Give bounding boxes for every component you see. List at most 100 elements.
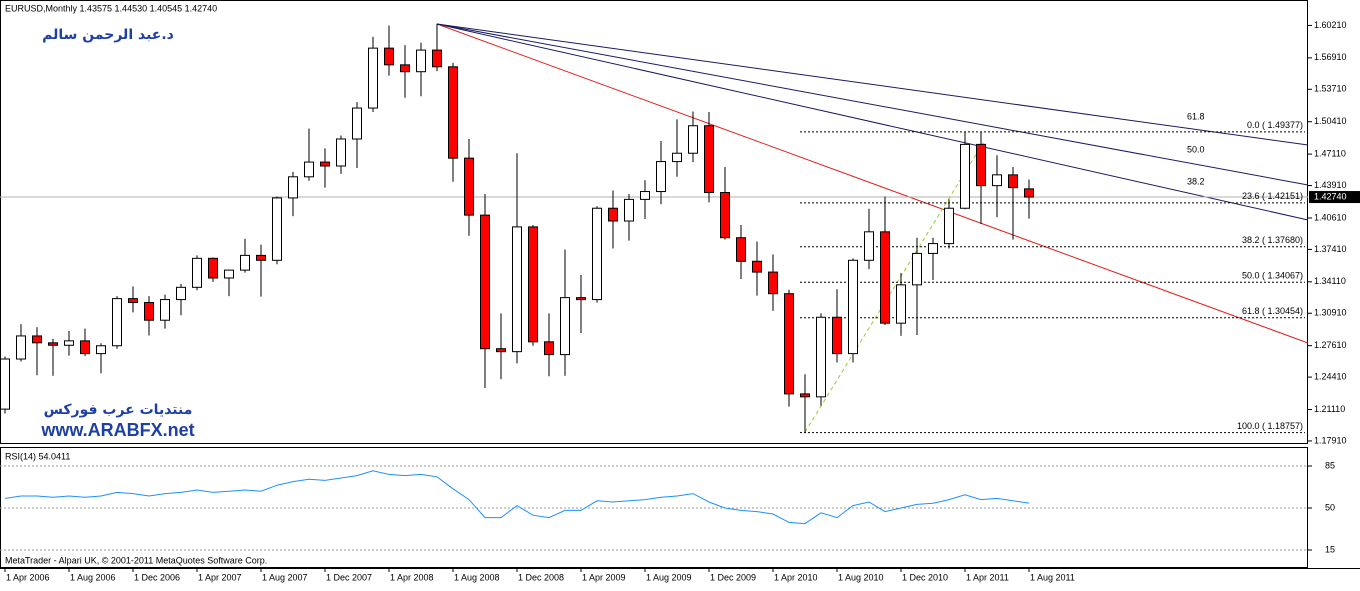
candle-body (32, 335, 42, 344)
x-tick-label: 1 Aug 2006 (70, 572, 116, 582)
candle-body (800, 393, 810, 398)
fan-line (436, 23, 1309, 146)
fan-label: 38.2 (1187, 176, 1205, 186)
y-tick-label: 1.27610 (1314, 340, 1347, 350)
x-tick-label: 1 Apr 2006 (6, 572, 50, 582)
candle-body (736, 237, 746, 262)
candle-body (480, 214, 490, 350)
candle-body (864, 231, 874, 261)
x-tick-label: 1 Dec 2006 (134, 572, 180, 582)
x-tick-label: 1 Apr 2008 (390, 572, 434, 582)
candle-body (464, 157, 474, 216)
y-tick-label: 85 (1325, 460, 1335, 470)
current-price-label: 1.42740 (1314, 191, 1347, 201)
candle-body (592, 207, 602, 301)
y-tick-label: 15 (1325, 544, 1335, 554)
fib-label: 0.0 ( 1.49377) (1247, 120, 1303, 130)
candle-body (368, 47, 378, 109)
y-tick-label: 1.60210 (1314, 20, 1347, 30)
forum-name: منتديات عرب فوركس (44, 402, 193, 418)
website: www.ARABFX.net (40, 420, 194, 440)
fib-label: 50.0 ( 1.34067) (1242, 271, 1303, 281)
candle-body (48, 342, 58, 346)
candle-body (512, 226, 522, 353)
x-tick-label: 1 Aug 2008 (454, 572, 500, 582)
candle-body (416, 49, 426, 73)
fib-label: 100.0 ( 1.18757) (1237, 421, 1303, 431)
x-tick-label: 1 Apr 2010 (774, 572, 818, 582)
candle-body (432, 49, 442, 68)
y-tick-label: 1.53710 (1314, 84, 1347, 94)
candle-body (496, 348, 506, 353)
candle-body (80, 340, 90, 355)
fib-label: 61.8 ( 1.30454) (1242, 306, 1303, 316)
x-tick-label: 1 Dec 2008 (518, 572, 564, 582)
candle-body (96, 345, 106, 355)
candle-body (192, 257, 202, 288)
candle-body (656, 161, 666, 193)
candle-body (448, 66, 458, 159)
candle-body (960, 143, 970, 209)
y-tick-label: 1.17910 (1314, 435, 1347, 445)
candle-body (560, 297, 570, 356)
candle-body (576, 297, 586, 301)
fib-base-line (804, 139, 986, 433)
y-tick-label: 1.34110 (1314, 276, 1346, 286)
footer: MetaTrader - Alpari UK, © 2001-2011 Meta… (5, 555, 267, 565)
candle-body (928, 243, 938, 254)
author: د.عبد الرحمن سالم (42, 27, 174, 43)
candle-body (16, 335, 26, 360)
candle-body (784, 293, 794, 395)
candle-body (240, 254, 250, 271)
x-tick-label: 1 Apr 2011 (966, 572, 1009, 582)
candle-body (320, 161, 330, 167)
candle-body (896, 284, 906, 324)
candle-body (336, 138, 346, 167)
y-tick-label: 1.21110 (1314, 404, 1345, 414)
candle-body (400, 64, 410, 73)
candle-body (720, 192, 730, 239)
candle-body (352, 107, 362, 140)
y-tick-label: 1.24410 (1314, 371, 1347, 381)
candle-body (160, 299, 170, 321)
x-tick-label: 1 Aug 2010 (838, 572, 884, 582)
fan-line (436, 23, 1309, 221)
fib-label: 23.6 ( 1.42151) (1242, 191, 1303, 201)
y-tick-label: 1.47110 (1314, 148, 1346, 158)
candle-body (384, 47, 394, 66)
price-panel (0, 0, 1308, 444)
trend-line (436, 23, 1309, 344)
candle-body (64, 340, 74, 346)
candle-body (0, 358, 10, 410)
candle-body (992, 174, 1002, 187)
chart-title: EURUSD,Monthly 1.43575 1.44530 1.40545 1… (5, 3, 217, 13)
candle-body (816, 316, 826, 398)
x-tick-label: 1 Apr 2009 (582, 572, 626, 582)
fib-label: 38.2 ( 1.37680) (1242, 235, 1303, 245)
y-tick-label: 1.56910 (1314, 52, 1347, 62)
x-tick-label: 1 Aug 2011 (1030, 572, 1075, 582)
candle-body (672, 152, 682, 163)
candle-body (976, 143, 986, 187)
candle-body (752, 260, 762, 273)
candle-body (624, 198, 634, 222)
candle-body (208, 257, 218, 279)
candle-body (608, 207, 618, 222)
x-tick-label: 1 Aug 2009 (646, 572, 692, 582)
candle-body (944, 207, 954, 245)
rsi-line (4, 470, 1030, 525)
candle-body (880, 231, 890, 324)
candle-body (112, 298, 122, 347)
candle-body (848, 259, 858, 355)
candle-body (912, 252, 922, 286)
fan-label: 61.8 (1187, 111, 1205, 121)
y-tick-label: 1.50410 (1314, 116, 1347, 126)
candle-body (688, 125, 698, 154)
x-tick-label: 1 Apr 2007 (198, 572, 242, 582)
candle-body (224, 269, 234, 279)
candle-body (640, 191, 650, 200)
candle-body (256, 254, 266, 261)
y-tick-label: 1.30910 (1314, 308, 1347, 318)
candle-body (528, 226, 538, 343)
candle-body (1024, 188, 1034, 198)
